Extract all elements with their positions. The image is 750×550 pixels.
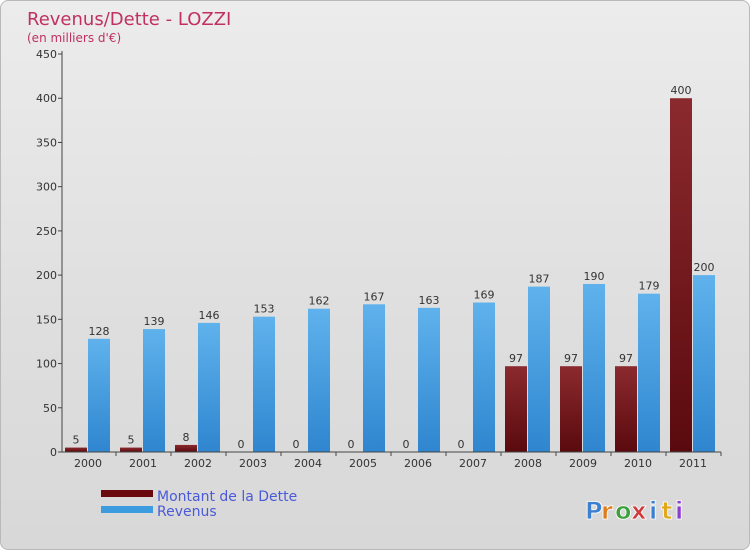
bar-label-revenus-2001: 139 [144, 315, 165, 328]
bar-label-revenus-2008: 187 [529, 273, 550, 286]
bar-revenus-2010 [638, 293, 660, 452]
bar-debt-2002 [175, 444, 197, 452]
bar-debt-2008 [505, 366, 527, 452]
y-tick-label: 0 [50, 446, 57, 459]
y-tick-label: 200 [36, 269, 57, 282]
bar-label-debt-2011: 400 [671, 84, 692, 97]
bar-label-revenus-2002: 146 [199, 309, 220, 322]
y-tick-label: 400 [36, 92, 57, 105]
x-tick-label: 2005 [349, 457, 377, 470]
bar-label-revenus-2004: 162 [309, 295, 330, 308]
bar-label-debt-2007: 0 [458, 438, 465, 451]
bar-revenus-2011 [693, 275, 715, 452]
bar-label-revenus-2005: 167 [364, 290, 385, 303]
bar-revenus-2004 [308, 308, 330, 452]
chart-subtitle: (en milliers d'€) [27, 31, 121, 45]
legend-label-debt: Montant de la Dette [157, 489, 297, 505]
bar-value-labels: 5 128 5 139 8 146 0 153 0 162 0 167 0 163 0 169 97 187 97 1… [73, 84, 715, 451]
x-tick-label: 2003 [239, 457, 267, 470]
y-tick-label: 50 [43, 402, 57, 415]
bar-revenus-2001 [143, 329, 165, 452]
bar-label-debt-2001: 5 [128, 434, 135, 447]
x-tick-label: 2007 [459, 457, 487, 470]
bar-label-debt-2005: 0 [348, 438, 355, 451]
y-tick-label: 250 [36, 225, 57, 238]
logo-letter: x [631, 497, 647, 525]
bar-debt-2000 [65, 447, 87, 452]
bar-revenus-2008 [528, 286, 550, 452]
bar-label-revenus-2009: 190 [584, 270, 605, 283]
bar-revenus-2007 [473, 302, 495, 452]
legend: Montant de la Dette Revenus [101, 489, 297, 520]
bar-label-revenus-2000: 128 [89, 325, 110, 338]
legend-swatch-debt [101, 490, 153, 497]
y-tick-label: 300 [36, 181, 57, 194]
bar-label-revenus-2011: 200 [694, 261, 715, 274]
bar-revenus-2006 [418, 307, 440, 452]
y-tick-label: 450 [36, 48, 57, 61]
bar-debt-2011 [670, 98, 692, 452]
y-tick-label: 100 [36, 358, 57, 371]
y-tick-label: 150 [36, 313, 57, 326]
x-tick-label: 2006 [404, 457, 432, 470]
bar-label-debt-2002: 8 [183, 431, 190, 444]
logo-letter: i [675, 497, 683, 525]
bar-label-debt-2008: 97 [509, 352, 523, 365]
legend-label-revenus: Revenus [157, 504, 217, 520]
x-tick-label: 2001 [129, 457, 157, 470]
bar-label-revenus-2010: 179 [639, 280, 660, 293]
bar-label-revenus-2007: 169 [474, 289, 495, 302]
bar-revenus-2005 [363, 304, 385, 452]
bar-debt-2009 [560, 366, 582, 452]
bar-label-debt-2010: 97 [619, 352, 633, 365]
x-axis-ticks: 2000 2001 2002 2003 2004 2005 2006 2007 2008 2009… [74, 452, 722, 470]
bar-revenus-2003 [253, 316, 275, 452]
bar-revenus-2009 [583, 283, 605, 452]
bar-label-debt-2009: 97 [564, 352, 578, 365]
x-tick-label: 2000 [74, 457, 102, 470]
bar-revenus-2002 [198, 322, 220, 452]
bar-label-debt-2006: 0 [403, 438, 410, 451]
x-tick-label: 2004 [294, 457, 322, 470]
bar-label-revenus-2006: 163 [419, 294, 440, 307]
x-tick-label: 2002 [184, 457, 212, 470]
x-tick-label: 2008 [514, 457, 542, 470]
y-axis-ticks: 0 50 100 150 200 250 300 350 400 450 [36, 48, 62, 459]
proxiti-logo: Pr o x i t i [585, 497, 684, 526]
bar-label-debt-2000: 5 [73, 434, 80, 447]
logo-letter: r [601, 497, 613, 525]
y-tick-label: 350 [36, 136, 57, 149]
bar-debt-2001 [120, 447, 142, 452]
x-tick-label: 2011 [679, 457, 707, 470]
logo-letter: o [615, 497, 632, 525]
x-tick-label: 2010 [624, 457, 652, 470]
bar-label-debt-2003: 0 [238, 438, 245, 451]
logo-letter: i [649, 497, 657, 525]
x-tick-label: 2009 [569, 457, 597, 470]
logo-letter: P [585, 497, 603, 525]
bar-revenus-2000 [88, 338, 110, 452]
bar-label-debt-2004: 0 [293, 438, 300, 451]
bars [65, 98, 715, 452]
legend-swatch-revenus [101, 506, 153, 513]
bar-debt-2010 [615, 366, 637, 452]
logo-letter: t [661, 497, 672, 525]
chart-title: Revenus/Dette - LOZZI [27, 9, 231, 30]
bar-label-revenus-2003: 153 [254, 303, 275, 316]
